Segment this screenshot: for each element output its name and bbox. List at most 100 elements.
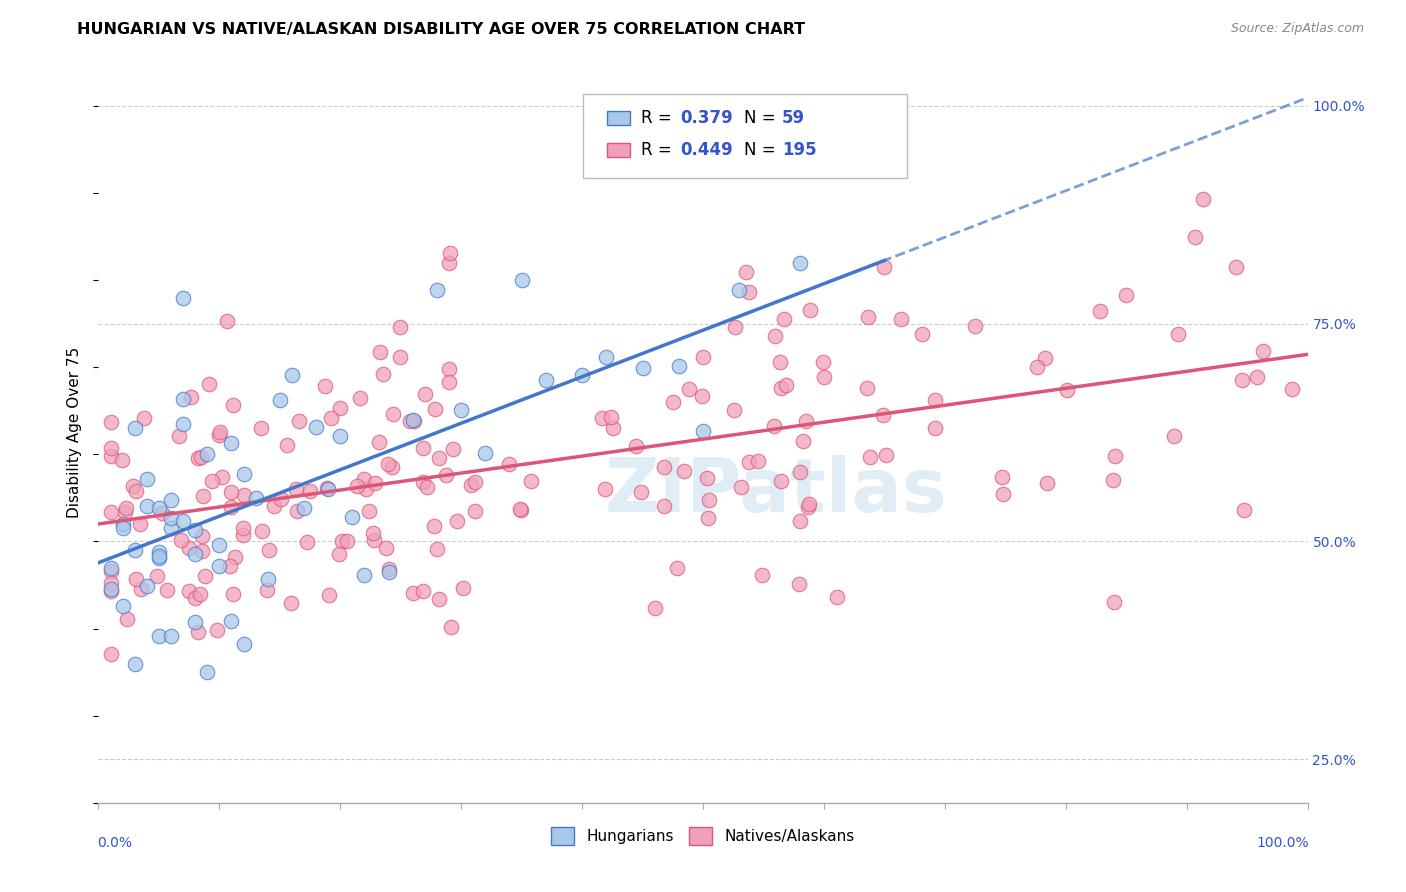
Point (772, 312, 794, 326)
Point (464, 504, 486, 518)
Point (224, 550, 246, 565)
Point (1232, 373, 1254, 387)
Point (318, 588, 340, 602)
Text: HUNGARIAN VS NATIVE/ALASKAN DISABILITY AGE OVER 75 CORRELATION CHART: HUNGARIAN VS NATIVE/ALASKAN DISABILITY A… (77, 22, 806, 37)
Point (135, 499, 157, 513)
Text: 59: 59 (782, 109, 804, 127)
Point (678, 383, 700, 397)
Point (382, 407, 405, 421)
Point (208, 428, 231, 442)
Point (593, 482, 616, 496)
Point (148, 500, 170, 515)
Point (179, 583, 201, 598)
Point (446, 514, 468, 528)
Point (789, 514, 811, 528)
Point (349, 391, 371, 405)
Point (232, 467, 254, 481)
Point (600, 409, 623, 424)
Text: N =: N = (744, 109, 780, 127)
Point (363, 533, 385, 548)
Point (690, 389, 713, 403)
Point (195, 447, 218, 461)
Point (1184, 230, 1206, 244)
Point (208, 559, 231, 574)
Point (624, 439, 647, 453)
Point (498, 457, 520, 471)
Point (399, 414, 422, 428)
Point (672, 464, 695, 478)
Point (794, 414, 817, 428)
Point (124, 421, 146, 435)
Point (595, 350, 617, 364)
Point (111, 453, 134, 467)
Point (1163, 429, 1185, 443)
Point (377, 457, 399, 471)
Point (188, 587, 211, 601)
Text: Source: ZipAtlas.com: Source: ZipAtlas.com (1230, 22, 1364, 36)
Point (765, 329, 787, 343)
Point (263, 500, 285, 514)
Point (170, 533, 193, 547)
Point (197, 377, 219, 392)
Point (769, 355, 792, 369)
Point (738, 285, 761, 299)
Point (1192, 192, 1215, 206)
Point (172, 417, 194, 431)
Point (991, 470, 1014, 484)
Point (747, 454, 769, 468)
Point (696, 471, 718, 485)
Point (734, 265, 756, 279)
Point (232, 637, 254, 651)
Point (217, 314, 239, 328)
Point (148, 545, 170, 559)
Legend: Hungarians, Natives/Alaskans: Hungarians, Natives/Alaskans (546, 821, 860, 851)
Point (190, 450, 212, 465)
Point (789, 256, 811, 270)
Point (388, 319, 411, 334)
Point (160, 521, 183, 535)
Point (520, 474, 543, 488)
Point (361, 525, 384, 540)
Point (100, 505, 122, 519)
Point (453, 581, 475, 595)
Point (696, 511, 718, 525)
Point (993, 486, 1015, 500)
Point (148, 629, 170, 643)
Point (644, 600, 666, 615)
Point (115, 612, 138, 626)
Point (287, 414, 309, 428)
Point (280, 596, 302, 610)
Point (184, 547, 207, 561)
Point (249, 421, 271, 435)
Text: 0.379: 0.379 (681, 109, 734, 127)
Point (146, 569, 169, 583)
Point (1036, 475, 1059, 490)
Point (184, 615, 207, 629)
Point (728, 284, 751, 298)
Text: ZIPatlas: ZIPatlas (605, 455, 946, 528)
Point (762, 418, 785, 433)
Point (177, 541, 200, 555)
Point (232, 488, 254, 502)
Point (434, 468, 457, 483)
Point (191, 489, 214, 503)
Text: R =: R = (641, 141, 678, 159)
Point (509, 502, 531, 516)
Point (285, 504, 308, 518)
Point (460, 477, 482, 491)
Point (124, 572, 146, 586)
Point (440, 620, 463, 634)
Point (730, 480, 752, 494)
Point (412, 475, 434, 490)
Point (184, 523, 207, 537)
Y-axis label: Disability Age Over 75: Disability Age Over 75 (67, 347, 83, 518)
Point (257, 542, 280, 557)
Point (404, 415, 426, 429)
Point (1025, 359, 1047, 374)
Point (329, 428, 352, 442)
Point (770, 475, 793, 489)
Point (450, 402, 472, 417)
Point (662, 395, 685, 409)
Point (402, 586, 425, 600)
Point (439, 245, 461, 260)
